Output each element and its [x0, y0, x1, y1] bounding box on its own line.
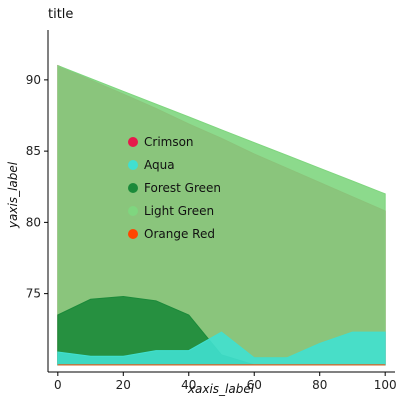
legend-label: Orange Red: [144, 227, 215, 241]
y-axis: 75 80 85 90: [26, 30, 49, 372]
legend-label: Forest Green: [144, 181, 221, 195]
legend-marker: [128, 160, 138, 170]
x-tick-label: 40: [181, 378, 196, 392]
legend: Crimson Aqua Forest Green Light Green Orange…: [128, 135, 221, 241]
legend-marker: [128, 206, 138, 216]
x-tick-label: 20: [116, 378, 131, 392]
legend-label: Aqua: [144, 158, 175, 172]
legend-marker: [128, 137, 138, 147]
x-tick-label: 0: [54, 378, 62, 392]
y-axis-label: yaxis_label: [6, 161, 20, 229]
legend-label: Crimson: [144, 135, 194, 149]
legend-label: Light Green: [144, 204, 214, 218]
x-tick-label: 80: [312, 378, 327, 392]
chart-title: title: [48, 7, 73, 22]
y-tick-label: 85: [26, 144, 41, 158]
area-aqua: [57, 331, 386, 366]
y-tick-label: 80: [26, 215, 41, 229]
x-tick-label: 100: [374, 378, 397, 392]
plot-areas: [57, 64, 386, 366]
y-tick-label: 90: [26, 73, 41, 87]
y-tick-label: 75: [26, 287, 41, 301]
x-axis: 0 20 40 60 80 100: [48, 371, 397, 392]
legend-marker: [128, 229, 138, 239]
x-tick-label: 60: [247, 378, 262, 392]
legend-marker: [128, 183, 138, 193]
x-axis-label: xaxis_label: [187, 382, 255, 396]
